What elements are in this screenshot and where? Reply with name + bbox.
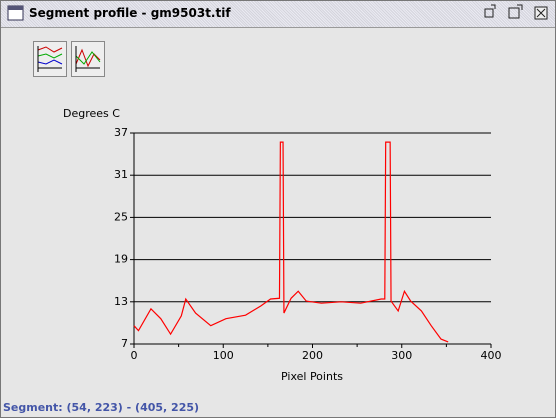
chart: Degrees C Pixel Points 7 13 19 25 31 37 0 100 20… [63, 107, 502, 383]
y-tick-label: 7 [121, 337, 128, 350]
x-tick-label: 100 [213, 349, 234, 362]
status-text: Segment: (54, 223) - (405, 225) [3, 401, 200, 414]
window-icon [7, 5, 24, 21]
x-tick-label: 300 [391, 349, 412, 362]
data-line [133, 141, 449, 343]
x-axis-label: Pixel Points [281, 370, 343, 383]
window-controls [484, 4, 548, 20]
y-tick-label: 13 [114, 295, 128, 308]
y-tick-label: 19 [114, 253, 128, 266]
y-tick-label: 37 [114, 126, 128, 139]
title-bar: Segment profile - gm9503t.tif [1, 1, 555, 28]
y-tick-label: 31 [114, 168, 128, 181]
multi-line-button[interactable] [33, 41, 67, 77]
overlay-line-button[interactable] [71, 41, 105, 77]
close-button[interactable] [534, 6, 548, 20]
x-tick-label: 200 [302, 349, 323, 362]
x-tick-label: 0 [131, 349, 138, 362]
maximize-button[interactable] [508, 4, 523, 19]
y-tick-label: 25 [114, 210, 128, 223]
window-title: Segment profile - gm9503t.tif [29, 6, 231, 20]
x-tick-label: 400 [481, 349, 502, 362]
y-axis-label: Degrees C [63, 107, 120, 120]
minimize-button[interactable] [484, 4, 496, 18]
